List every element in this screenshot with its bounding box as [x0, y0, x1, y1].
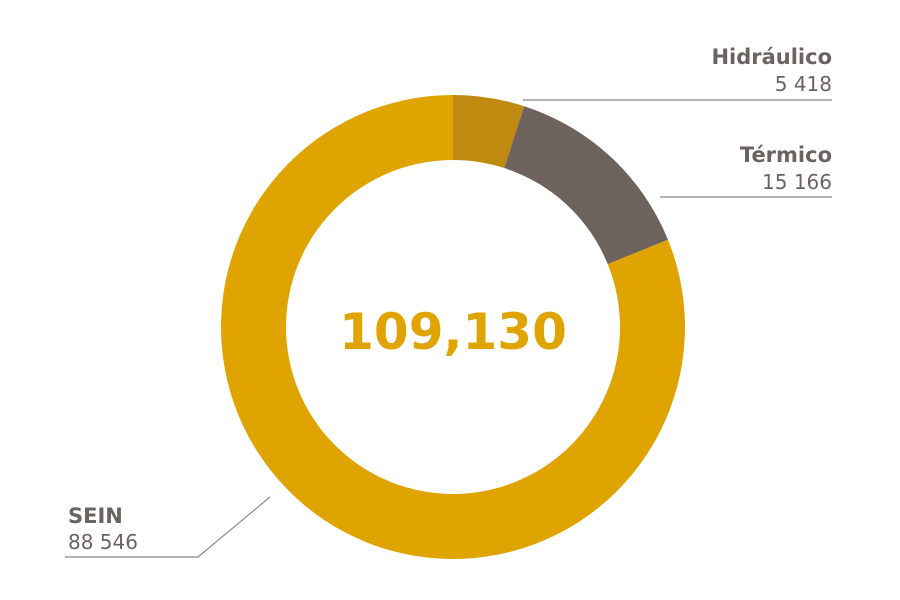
- slice-hidraulico: [453, 95, 525, 169]
- label-hidraulico: Hidráulico 5 418: [523, 45, 832, 101]
- slice-value-termico: 15 166: [762, 170, 832, 194]
- label-termico: Térmico 15 166: [660, 143, 832, 198]
- slice-termico: [504, 106, 668, 265]
- slice-value-hidraulico: 5 418: [775, 72, 832, 96]
- label-sein: SEIN 88 546: [65, 496, 271, 558]
- slice-name-termico: Térmico: [740, 143, 832, 167]
- total-value: 109,130: [339, 303, 567, 361]
- slice-name-hidraulico: Hidráulico: [711, 45, 832, 69]
- slice-value-sein: 88 546: [68, 530, 138, 554]
- leader-line-sein: [65, 496, 271, 558]
- donut-slices: [220, 95, 685, 559]
- slice-name-sein: SEIN: [68, 504, 123, 528]
